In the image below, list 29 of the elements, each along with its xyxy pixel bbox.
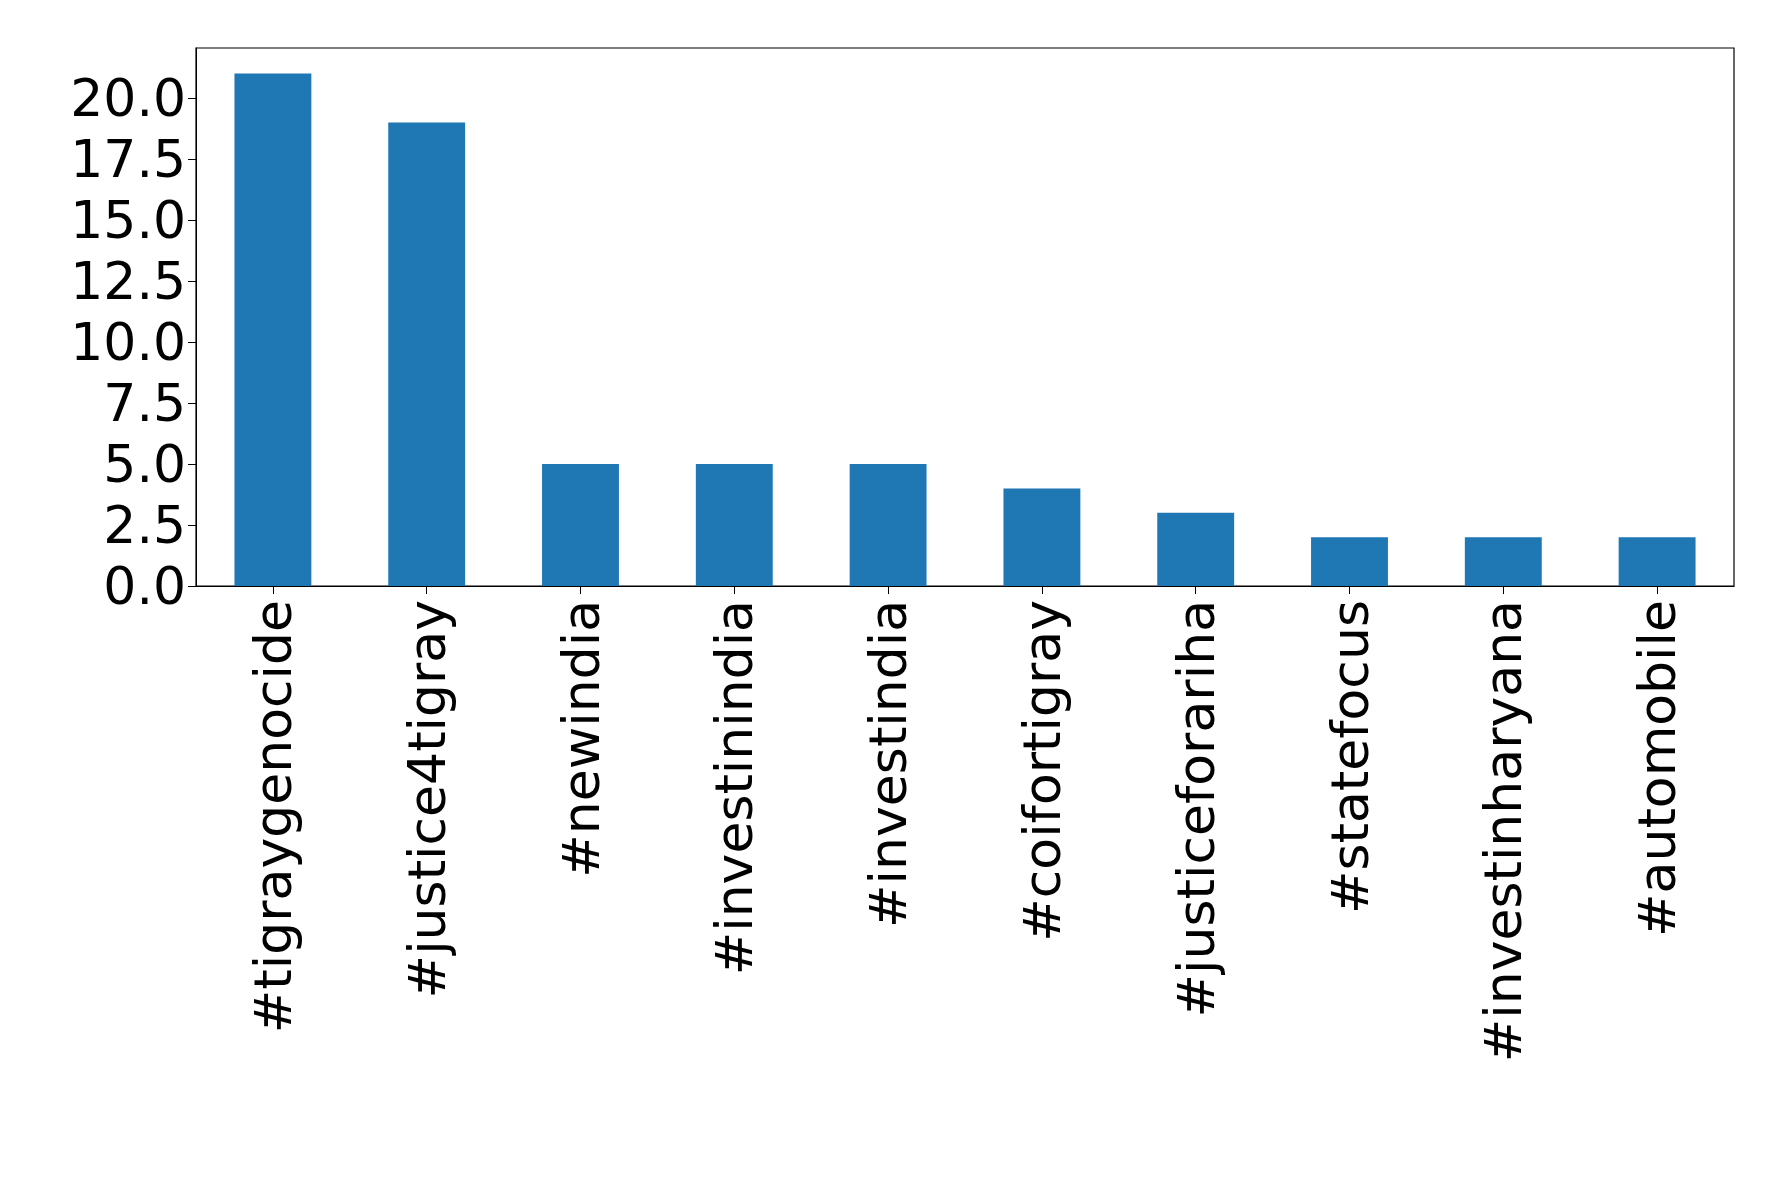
y-tick-label: 0.0 [103,556,186,616]
bar [542,464,619,586]
x-tick-label: #newindia [550,600,611,878]
x-tick-label: #justice4tigray [396,600,457,999]
bar [1618,537,1696,586]
x-tick-label: #coifortigray [1011,600,1072,942]
bar [388,122,466,586]
bar [1311,537,1388,586]
x-tick-label: #automobile [1627,600,1688,937]
bar [1464,537,1542,586]
y-tick-label: 12.5 [70,251,186,312]
bar [1157,512,1235,586]
bar [1003,488,1081,586]
y-tick-label: 10.0 [70,312,186,373]
x-tick-label: #justiceforariha [1165,600,1226,1018]
x-tick-label: #investindia [858,600,919,928]
bar [695,464,773,586]
y-tick-label: 5.0 [103,434,186,494]
y-tick-label: 20.0 [70,68,186,129]
y-tick-label: 2.5 [103,495,186,555]
y-tick-label: 15.0 [70,190,186,251]
x-tick-label: #investinharyana [1473,600,1534,1063]
bar [849,464,927,586]
y-tick-label: 17.5 [70,129,186,190]
x-tick-label: #investinindia [704,600,765,976]
x-tick-label: #statefocus [1319,600,1380,915]
y-tick-label: 7.5 [103,373,186,434]
x-tick-label: #tigraygenocide [242,600,303,1034]
bar [234,73,312,586]
